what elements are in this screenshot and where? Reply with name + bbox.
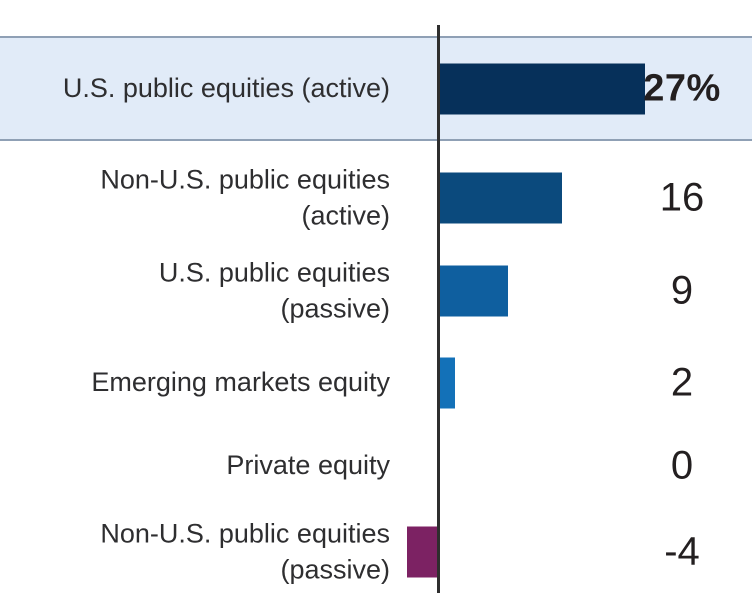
chart-row: Non-U.S. public equities (passive) -4 xyxy=(0,502,752,602)
category-label: Emerging markets equity xyxy=(91,367,390,398)
bar xyxy=(440,265,508,317)
value-label: 2 xyxy=(670,360,694,405)
category-label: U.S. public equities (passive) xyxy=(158,257,390,323)
category-label: U.S. public equities (active) xyxy=(62,72,390,103)
chart-row: Emerging markets equity 2 xyxy=(0,333,752,433)
value-label: -4 xyxy=(664,529,700,574)
value-label: 9 xyxy=(670,268,694,313)
chart-row: U.S. public equities (passive) 9 xyxy=(0,241,752,341)
bar xyxy=(440,172,562,224)
chart-row: Non-U.S. public equities (active) 16 xyxy=(0,148,752,248)
category-label: Private equity xyxy=(226,450,390,481)
bar xyxy=(440,63,645,114)
bar xyxy=(407,526,437,578)
category-label: Non-U.S. public equities (passive) xyxy=(100,518,390,584)
value-label: 16 xyxy=(659,175,705,220)
axis-line xyxy=(437,25,440,593)
bar xyxy=(440,357,455,409)
value-label: 0 xyxy=(670,443,694,488)
chart-row: Private equity 0 xyxy=(0,416,752,516)
value-label: 27% xyxy=(643,67,721,109)
category-label: Non-U.S. public equities (active) xyxy=(100,164,390,230)
chart-row: U.S. public equities (active) 27% xyxy=(0,36,752,141)
